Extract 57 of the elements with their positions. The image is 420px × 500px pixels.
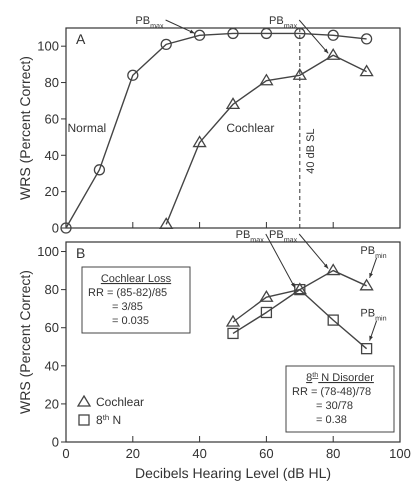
point	[226, 98, 240, 110]
point	[226, 315, 240, 327]
y-tick-label: 100	[37, 38, 59, 54]
y-tick-label: 80	[44, 75, 59, 90]
point	[360, 279, 374, 290]
y-tick-label: 0	[52, 220, 59, 236]
chart-title: A	[76, 31, 86, 47]
x-tick-label: 40	[192, 446, 207, 461]
y-tick-label: 80	[44, 282, 59, 298]
annotation: Cochlear Loss RR = (85-82)/85 = 3/85 = 0.035	[88, 273, 172, 327]
series-label: Cochlear	[226, 121, 274, 135]
point	[360, 64, 374, 76]
point	[192, 136, 206, 148]
x-tick-label: 0	[62, 446, 70, 461]
ref-line-label: 40 dB SL	[304, 128, 317, 174]
point	[60, 222, 72, 234]
point	[260, 290, 274, 302]
point	[127, 70, 138, 81]
point	[160, 218, 173, 230]
y-tick-label: 0	[52, 434, 59, 450]
point	[326, 48, 340, 60]
x-axis-title: Decibels Hearing Level (dB HL)	[134, 465, 332, 481]
chart-title: B	[76, 245, 86, 261]
y-tick-label: 60	[44, 320, 59, 336]
point	[360, 343, 372, 354]
point	[194, 30, 206, 41]
x-tick-label: 80	[326, 446, 340, 461]
point	[328, 314, 339, 326]
point	[328, 30, 339, 41]
point	[160, 38, 172, 50]
point	[360, 33, 372, 45]
point	[294, 28, 306, 40]
point	[260, 28, 272, 40]
annotation: PB$_{min}$	[360, 244, 387, 260]
y-tick-label: 100	[37, 244, 59, 260]
legend-label: Cochlear	[96, 395, 144, 409]
x-tick-label: 100	[389, 446, 411, 461]
point	[260, 74, 274, 86]
annotation: PB$_{min}$	[360, 308, 387, 323]
y-tick-label: 20	[44, 396, 59, 412]
y-axis-title: WRS (Percent Correct)	[17, 56, 33, 200]
y-tick-label: 20	[44, 184, 59, 200]
legend-label: 8$^{th}$ N	[96, 412, 122, 427]
y-tick-label: 40	[44, 358, 59, 374]
y-tick-label: 40	[44, 148, 59, 163]
x-tick-label: 20	[126, 446, 140, 461]
y-tick-label: 60	[44, 111, 59, 126]
y-axis-title: WRS (Percent Correct)	[17, 270, 33, 414]
x-tick-label: 60	[259, 446, 274, 461]
point	[94, 164, 106, 176]
annotation: 8$^{th}$ N Disorder RR = (78-48)/78 = 30/78 = 0.38	[292, 371, 374, 426]
point	[326, 264, 340, 276]
point	[293, 68, 306, 80]
point	[260, 306, 272, 318]
series-label: Normal	[68, 121, 106, 135]
point	[227, 328, 239, 340]
point	[227, 28, 239, 40]
